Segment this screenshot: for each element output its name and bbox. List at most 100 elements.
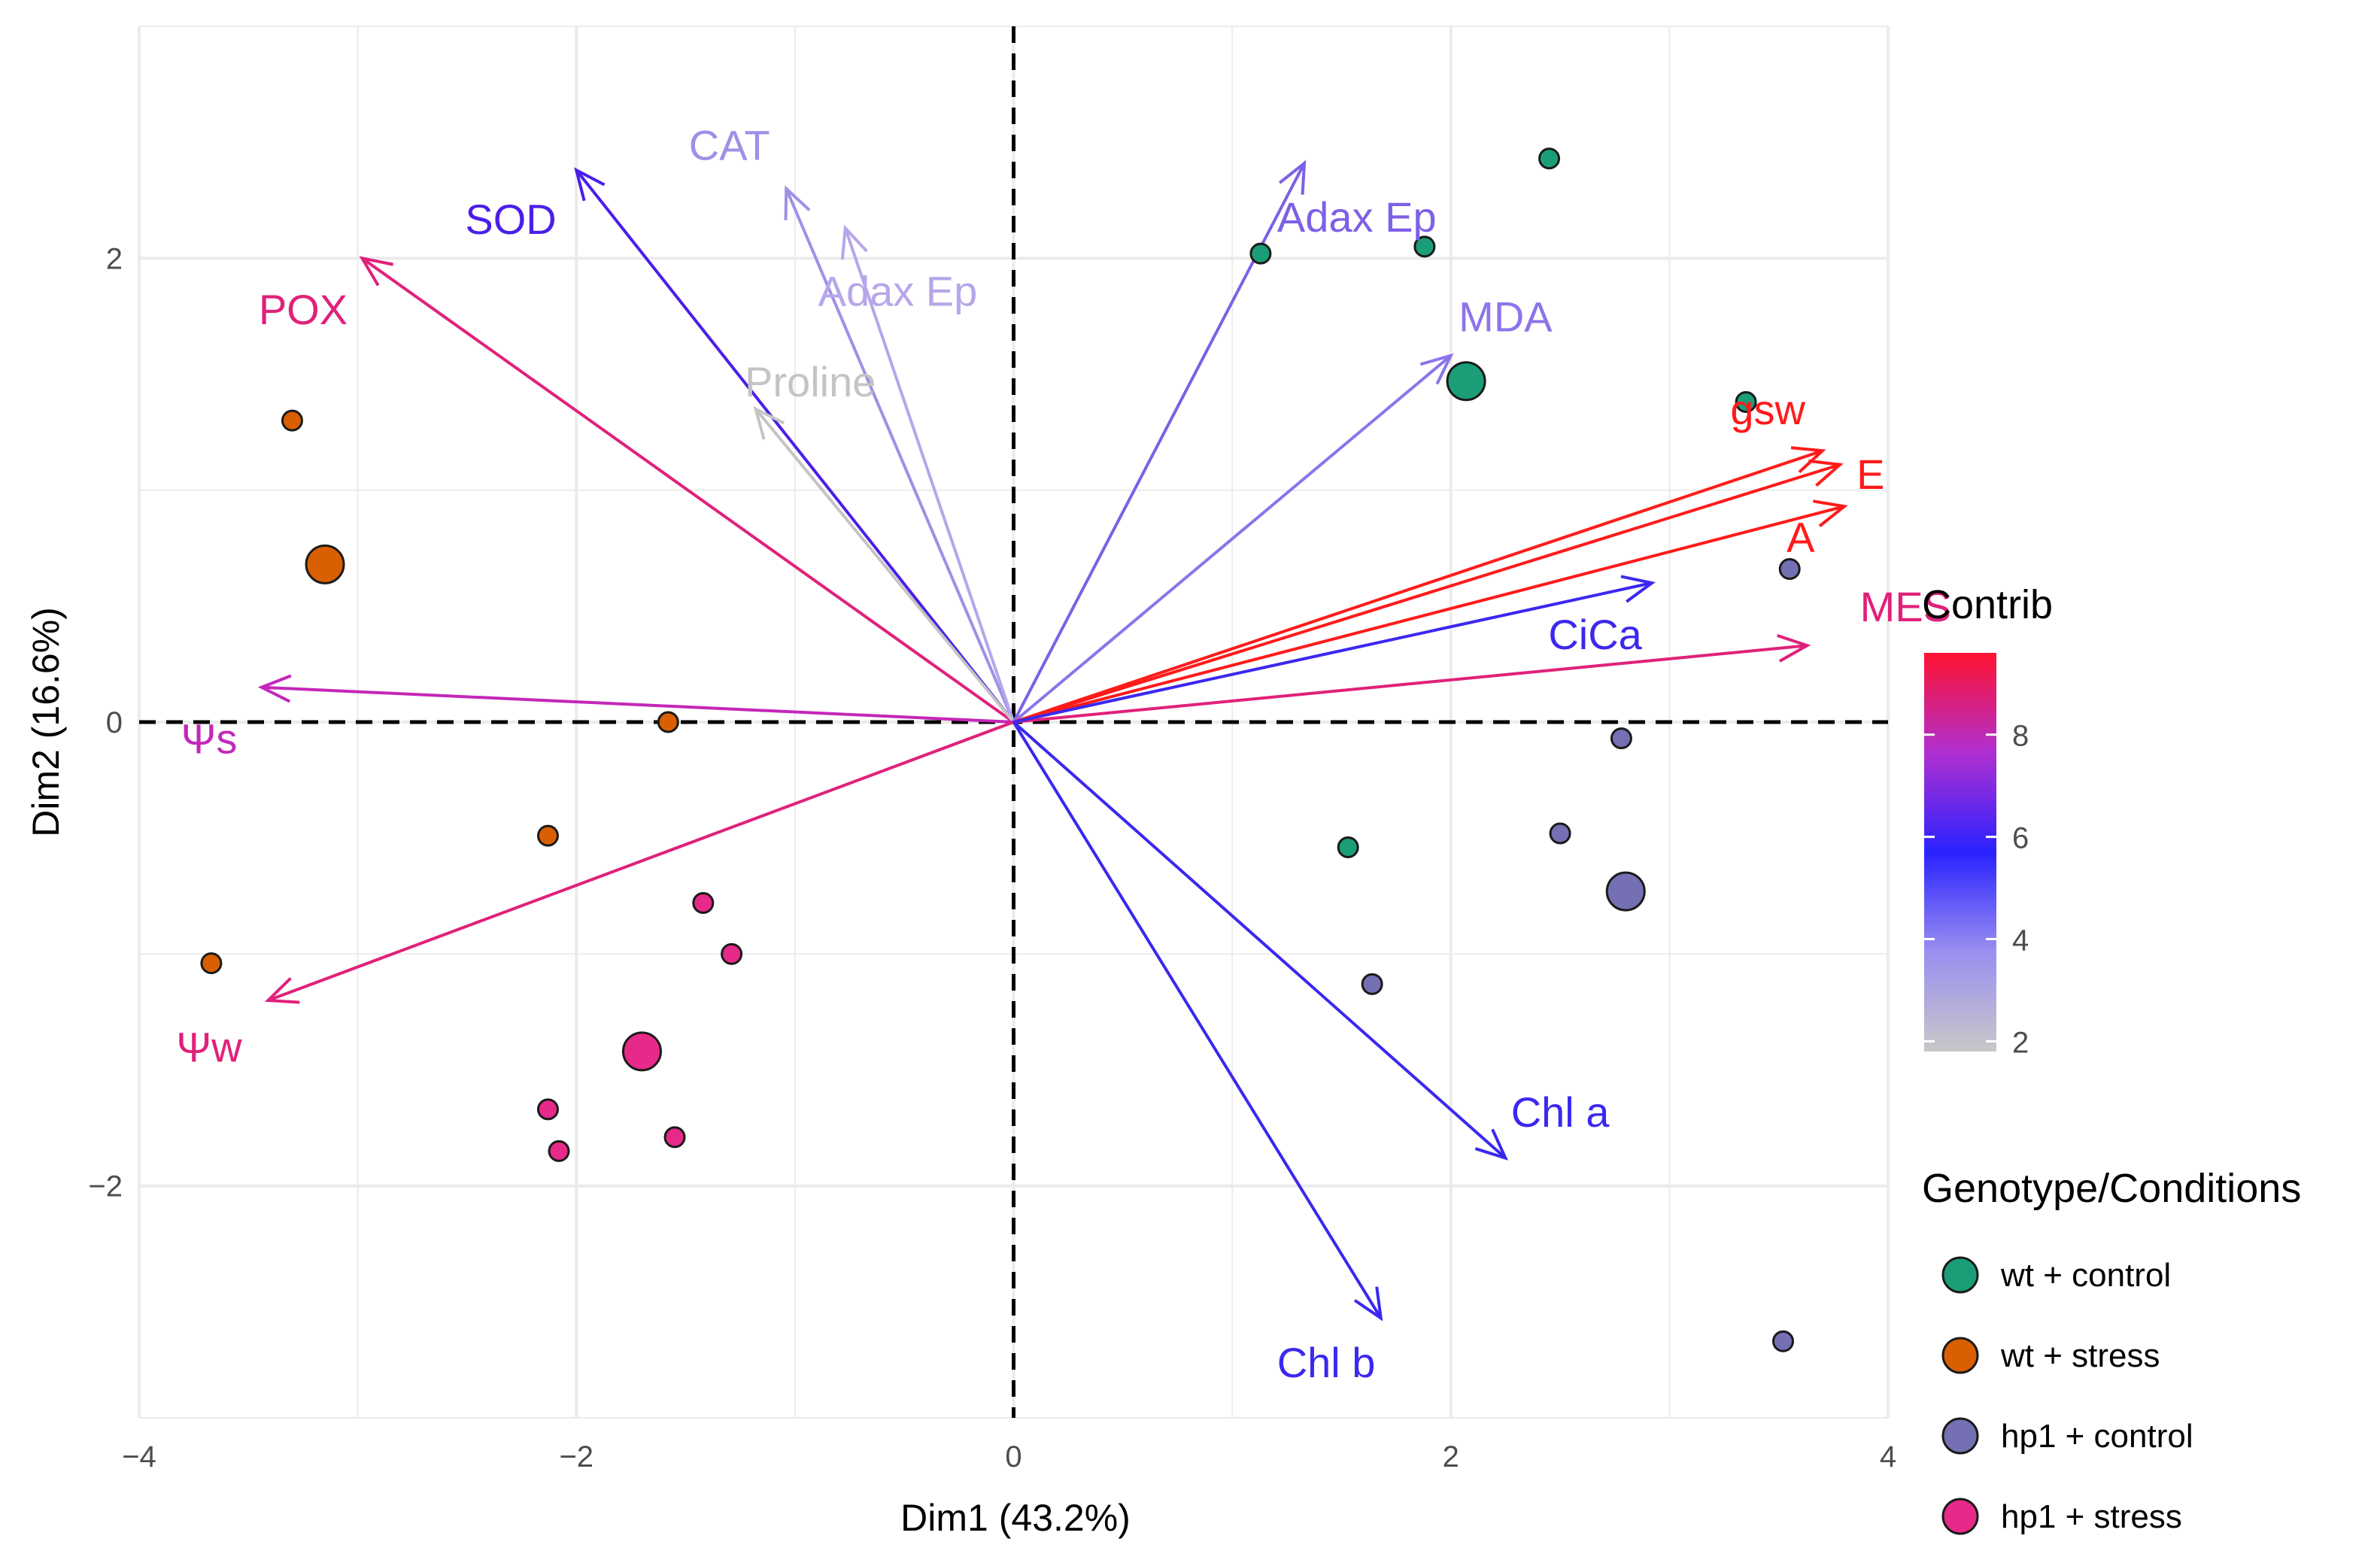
legend-key [1941, 1498, 1979, 1535]
variable-label: MDA [1459, 293, 1553, 340]
arrow-head [1278, 159, 1307, 195]
axis-ticks: −4 −2 0 2 4 −2 0 2 [88, 242, 1896, 1473]
x-tick-label: 2 [1443, 1440, 1459, 1473]
variable-label: SOD [465, 196, 556, 243]
data-point [1778, 558, 1801, 580]
data-point [200, 952, 223, 975]
data-point [1446, 361, 1486, 402]
data-point [657, 711, 679, 733]
variable-label: Proline [745, 358, 876, 405]
variable-arrow [754, 408, 1015, 724]
variable-arrow [1012, 463, 1841, 724]
data-point [1605, 871, 1646, 912]
contrib-legend-title: Contrib [1922, 582, 2053, 627]
y-tick-label: 0 [106, 706, 123, 739]
y-tick-label: 2 [106, 242, 123, 275]
arrow-head [359, 256, 394, 287]
data-point [1735, 391, 1757, 413]
individual-points [200, 147, 1801, 1352]
data-point [536, 1098, 559, 1121]
data-point [1361, 973, 1383, 995]
variable-arrow [1012, 721, 1507, 1160]
arrow-head [1419, 353, 1454, 385]
variable-label: Adax Ep [818, 268, 978, 315]
colorbar-tick-label: 6 [2012, 822, 2029, 855]
variable-label: E [1856, 451, 1884, 498]
genotype-conditions-legend: Genotype/Conditions wt + control wt + str… [1922, 1166, 2301, 1535]
data-point [1610, 727, 1632, 750]
arrow-head [264, 977, 300, 1004]
arrow-head [574, 167, 606, 202]
data-point [621, 1031, 662, 1072]
genotype-legend-title: Genotype/Conditions [1922, 1166, 2301, 1211]
arrow-head [753, 405, 785, 440]
variable-arrow [361, 256, 1015, 724]
variable-arrow [267, 721, 1015, 1002]
variable-label: Ψs [181, 715, 238, 763]
arrow-head [1777, 633, 1811, 663]
data-point [692, 892, 715, 914]
x-tick-label: −2 [559, 1440, 593, 1473]
x-axis-title: Dim1 (43.2%) [900, 1497, 1131, 1539]
colorbar-tick-label: 2 [2012, 1026, 2029, 1059]
legend-label: wt + stress [2000, 1337, 2160, 1374]
variable-label: Ψw [176, 1024, 242, 1071]
data-point [536, 824, 559, 847]
arrow-head [1353, 1286, 1383, 1322]
y-tick-label: −2 [88, 1170, 123, 1203]
colorbar-tick-label: 8 [2012, 720, 2029, 753]
variable-label: CiCa [1548, 611, 1642, 658]
variable-label: Adax Ep [1277, 193, 1437, 241]
data-point [721, 942, 743, 965]
variable-arrow [1012, 721, 1383, 1319]
variable-arrow [575, 168, 1015, 724]
arrow-head [1813, 499, 1848, 528]
data-point [548, 1140, 570, 1162]
variable-label: MES [1860, 583, 1951, 630]
y-axis-title: Dim2 (16.6%) [25, 607, 67, 837]
variable-arrow [1013, 581, 1653, 724]
arrow-head [1790, 446, 1826, 474]
x-tick-label: 4 [1880, 1440, 1896, 1473]
data-point [1413, 235, 1436, 258]
variable-label: Chl a [1511, 1088, 1610, 1136]
variable-arrow [785, 188, 1015, 723]
colorbar-tick-label: 4 [2012, 924, 2029, 958]
legend-key [1941, 1337, 1979, 1374]
arrow-head [257, 674, 292, 703]
x-tick-label: 0 [1005, 1440, 1022, 1473]
data-point [305, 544, 345, 584]
contrib-colorbar [1924, 653, 1996, 1052]
data-point [1549, 822, 1571, 845]
legend-label: wt + control [2000, 1257, 2171, 1294]
x-tick-label: −4 [122, 1440, 156, 1473]
variable-arrow [261, 685, 1014, 724]
variable-arrow [1012, 354, 1453, 724]
legend-key [1941, 1417, 1979, 1455]
arrow-head [1808, 459, 1844, 487]
legend-label: hp1 + stress [2001, 1498, 2182, 1535]
arrow-head [840, 224, 868, 260]
variable-label: Chl b [1277, 1339, 1376, 1386]
variable-label: CAT [689, 121, 770, 168]
variable-arrow [1013, 644, 1808, 724]
data-point [663, 1126, 686, 1149]
arrow-head [1620, 575, 1656, 603]
arrow-head [1474, 1128, 1509, 1161]
legend-key [1941, 1256, 1979, 1294]
variable-arrows [257, 159, 1848, 1322]
data-point [1337, 836, 1359, 858]
variable-arrow [1012, 449, 1823, 724]
data-point [1538, 147, 1561, 170]
data-point [281, 409, 303, 432]
variable-arrow [1012, 505, 1845, 724]
legend-label: hp1 + control [2001, 1418, 2193, 1455]
variable-label: POX [259, 286, 348, 333]
contrib-colorbar-legend: Contrib 2 4 6 8 [1922, 582, 2053, 1059]
variable-arrow [843, 227, 1015, 723]
variable-label: gsw [1730, 386, 1805, 433]
variable-labels: POX SOD CAT Adax Ep Proline Adax Ep MDA gsw EA ME… [176, 121, 1951, 1386]
data-point [1249, 242, 1272, 265]
variable-label: A [1787, 513, 1815, 560]
